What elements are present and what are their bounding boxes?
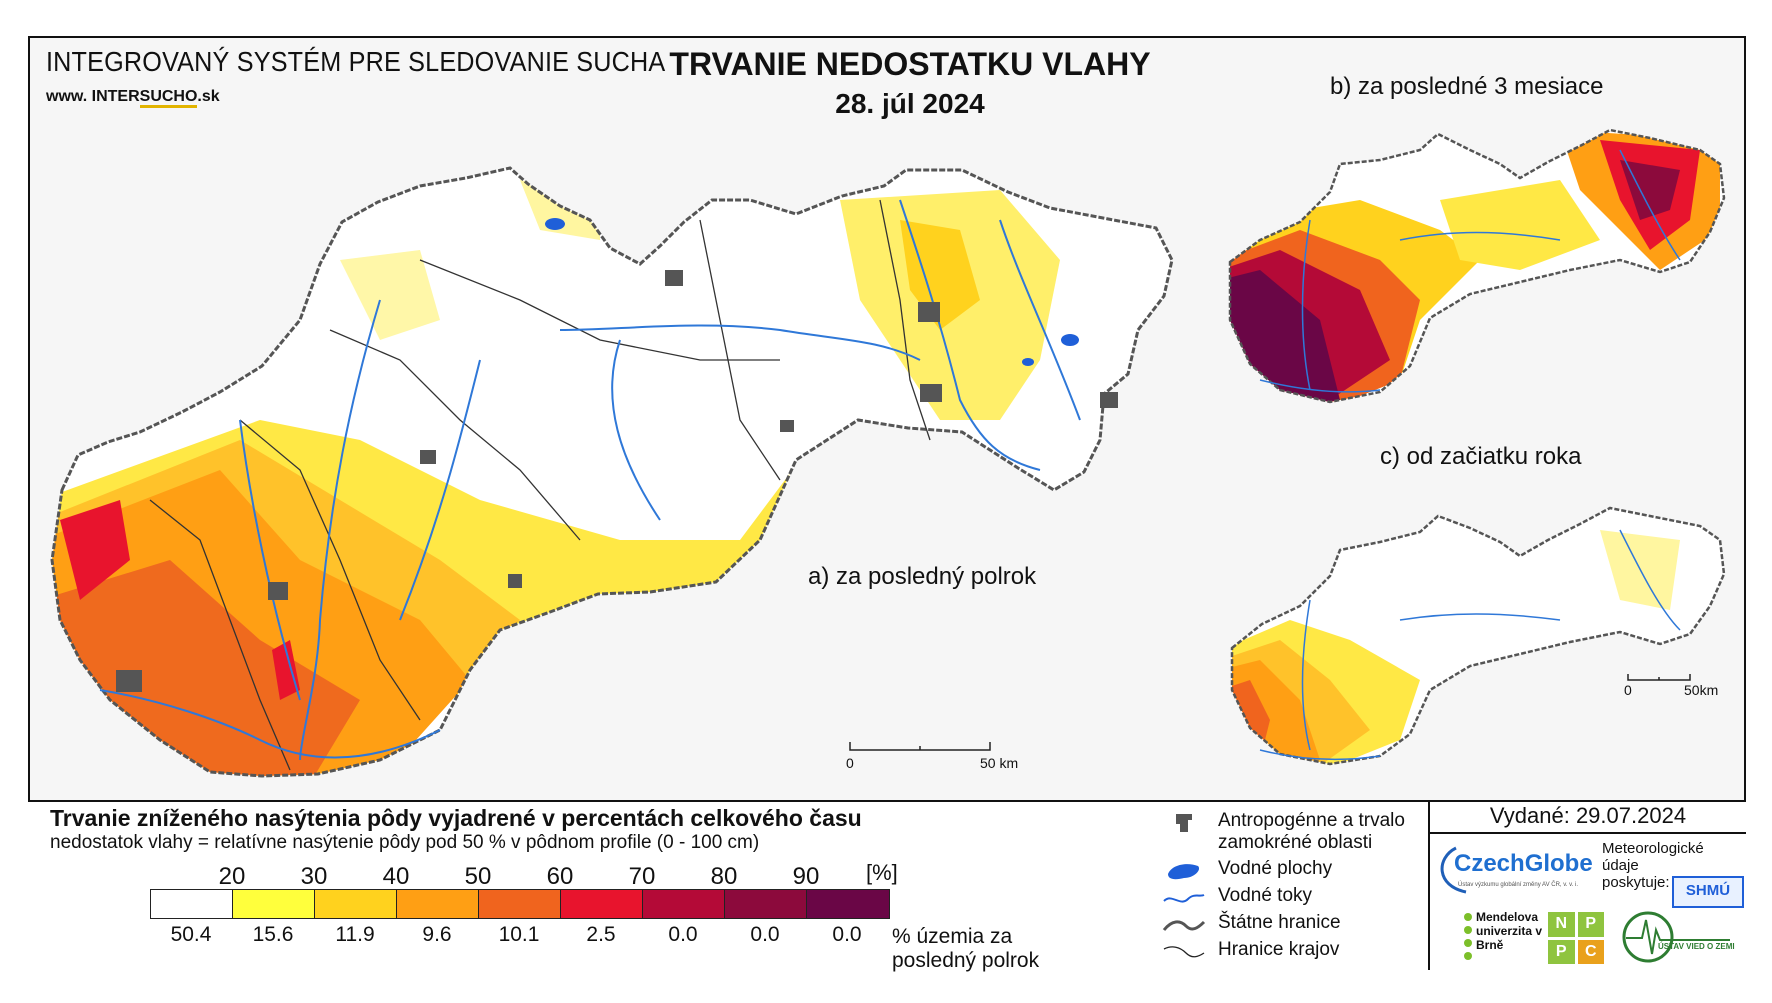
share-value: 10.1 <box>498 923 540 946</box>
main-title: TRVANIE NEDOSTATKU VLAHY <box>669 46 1151 82</box>
scale-bar-main <box>849 742 991 751</box>
threshold-label: 20 <box>218 863 246 890</box>
scale-small-start: 0 <box>1624 682 1632 698</box>
czechglobe-logo: CzechGlobe Ústav výzkumu globální změny … <box>1436 840 1596 900</box>
share-value: 0.0 <box>750 923 780 946</box>
mendelu-dots-icon <box>1464 913 1472 960</box>
map-b-rivers <box>1259 149 1681 393</box>
threshold-label: 30 <box>300 863 328 890</box>
www-suffix: .sk <box>197 88 220 105</box>
czechglobe-swoosh-icon <box>1440 846 1467 894</box>
czechglobe-sub: Ústav výzkumu globální změny AV ČR, v. v… <box>1458 882 1579 888</box>
water-body-icon <box>1168 864 1200 880</box>
share-value: 50.4 <box>170 923 212 946</box>
threshold-label: 70 <box>628 863 656 890</box>
legend-rivers: Vodné toky <box>1162 885 1312 911</box>
share-value: 0.0 <box>832 923 862 946</box>
mendelu-name: Mendelova univerzita v Brně <box>1476 910 1543 952</box>
scale-cell-0 <box>151 890 233 918</box>
legend-subtitle: nedostatok vlahy = relatívne nasýtenie p… <box>50 832 760 853</box>
www-inter: INTER <box>91 88 140 105</box>
threshold-label: 90 <box>792 863 820 890</box>
legend-anthropogenic-label: Antropogénne a trvalo zamokréné oblasti <box>1218 810 1405 853</box>
www-prefix: www. <box>46 88 92 105</box>
map-b-label: b) za posledné 3 mesiace <box>1330 73 1604 100</box>
map-c-border <box>1230 506 1726 766</box>
website-link[interactable]: www. INTERSUCHO.sk <box>46 88 220 108</box>
scale-unit: [%] <box>866 860 898 885</box>
scale-main-end: 50 km <box>980 755 1019 771</box>
www-sucho: SUCHO <box>139 88 198 108</box>
uvz-name: ÚSTAV VIED O ZEMI <box>1658 942 1735 951</box>
legend-anthropogenic: Antropogénne a trvalo zamokréné oblasti <box>1162 810 1418 854</box>
color-scale <box>150 889 890 919</box>
share-value: 0.0 <box>668 923 698 946</box>
scale-cell-7 <box>725 890 807 918</box>
nppc-letter: P <box>1548 939 1575 964</box>
map-c-label: c) od začiatku roka <box>1380 443 1582 470</box>
scale-main-start: 0 <box>846 755 854 771</box>
anthropogenic-icon <box>1176 814 1192 832</box>
share-value: 15.6 <box>252 923 294 946</box>
nppc-letter: N <box>1548 912 1575 937</box>
threshold-label: 50 <box>464 863 492 890</box>
map-a-water-bodies <box>545 218 1079 366</box>
scale-cell-2 <box>315 890 397 918</box>
issue-divider <box>1428 800 1430 970</box>
scale-cell-4 <box>479 890 561 918</box>
legend-region-border-label: Hranice krajov <box>1218 939 1340 960</box>
map-a-anthropogenic <box>116 270 1118 692</box>
map-a-border <box>50 166 1174 778</box>
legend-state-border-label: Štátne hranice <box>1218 912 1341 933</box>
uvz-seismograph-icon <box>1622 911 1730 963</box>
shmu-logo: SHMÚ <box>1672 876 1744 908</box>
scale-cell-3 <box>397 890 479 918</box>
legend-region-border: Hranice krajov <box>1162 939 1339 965</box>
map-c <box>1232 508 1724 764</box>
nppc-logo: N P P C <box>1548 912 1604 964</box>
meteo-provider-label: Meteorologické údaje poskytuje: <box>1602 840 1704 891</box>
nppc-letter: C <box>1577 939 1604 964</box>
scale-cell-6 <box>643 890 725 918</box>
map-c-rivers <box>1259 529 1681 761</box>
map-a-label: a) za posledný polrok <box>808 563 1037 590</box>
shares-title: % územia za posledný polrok <box>892 925 1040 972</box>
map-date: 28. júl 2024 <box>835 88 985 119</box>
uvz-logo: ÚSTAV VIED O ZEMI <box>1622 908 1735 966</box>
scale-bar-small <box>1627 674 1691 681</box>
nppc-letter: P <box>1577 912 1604 937</box>
scale-small-end: 50km <box>1684 682 1719 698</box>
legend-rivers-label: Vodné toky <box>1218 885 1313 906</box>
share-value: 2.5 <box>586 923 616 946</box>
legend-title: Trvanie zníženého nasýtenia pôdy vyjadre… <box>50 805 862 831</box>
share-value: 9.6 <box>422 923 452 946</box>
map-b <box>1230 130 1724 402</box>
map-a-region-borders <box>149 199 931 771</box>
map-a-rivers <box>99 199 1081 761</box>
legend-water-bodies-label: Vodné plochy <box>1218 858 1333 879</box>
scale-cell-1 <box>233 890 315 918</box>
state-border-icon <box>1162 920 1206 931</box>
region-border-icon <box>1163 946 1205 958</box>
threshold-label: 80 <box>710 863 738 890</box>
legend-panel <box>28 800 1746 970</box>
threshold-label: 40 <box>382 863 410 890</box>
legend-state-border: Štátne hranice <box>1162 912 1341 938</box>
threshold-label: 60 <box>546 863 574 890</box>
system-title: INTEGROVANÝ SYSTÉM PRE SLEDOVANIE SUCHA <box>46 46 666 77</box>
scale-cell-8 <box>807 890 889 918</box>
legend-water-bodies: Vodné plochy <box>1162 858 1332 884</box>
scale-cell-5 <box>561 890 643 918</box>
issue-divider-h <box>1428 832 1746 834</box>
river-icon <box>1163 894 1205 903</box>
share-value: 11.9 <box>335 923 375 946</box>
czechglobe-name: CzechGlobe <box>1454 850 1593 877</box>
issued-date: Vydané: 29.07.2024 <box>1489 803 1687 828</box>
map-a <box>52 168 1172 776</box>
map-b-border <box>1228 128 1726 404</box>
